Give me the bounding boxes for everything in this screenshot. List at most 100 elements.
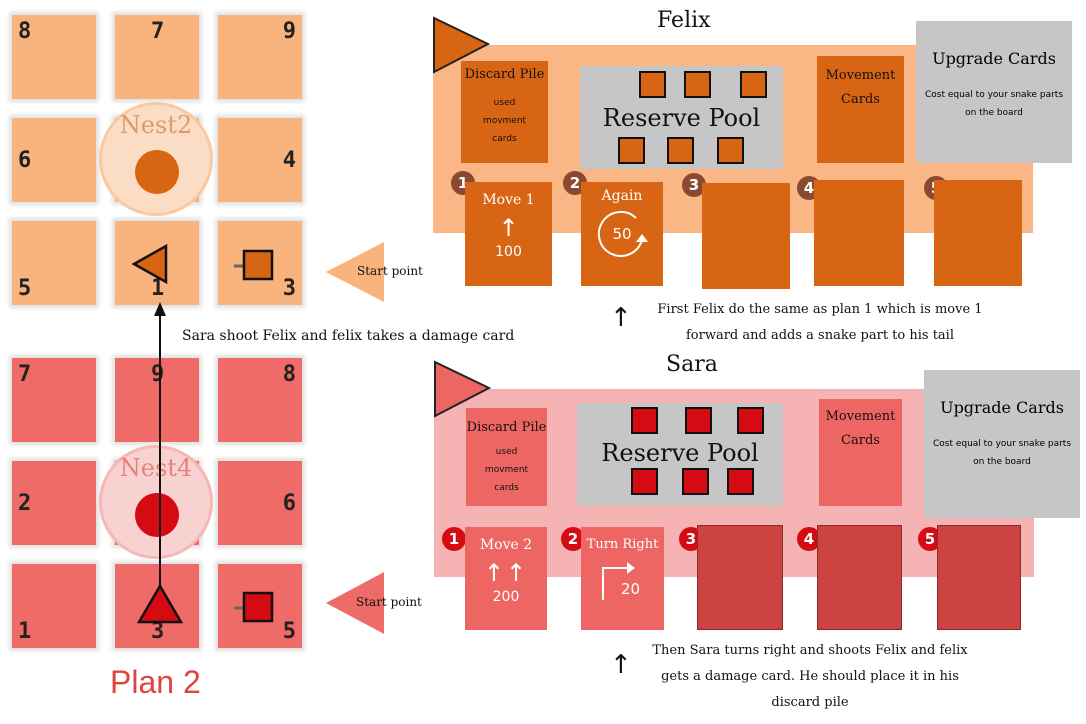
nest-label: Nest4 (119, 454, 193, 482)
tile-number: 8 (282, 362, 296, 387)
felix-reserve-chip (639, 71, 666, 98)
card-label: Move 1 (482, 192, 535, 208)
sara-discard-pile: Discard Pile used movment cards (466, 408, 547, 506)
sara-reserve-chip (682, 468, 709, 495)
sara-upgrade-cards: Upgrade Cards Cost equal to your snake p… (924, 370, 1080, 518)
upgrade-sub: Cost equal to your snake parts on the bo… (932, 439, 1072, 467)
felix-tile-9: 9 (218, 15, 302, 99)
sara-marker-icon (434, 360, 491, 418)
felix-snake-body-icon (234, 249, 274, 281)
tile-number: 1 (151, 276, 165, 301)
sara-note: Then Sara turns right and shoots Felix a… (652, 643, 968, 710)
up-arrow-icon: ↑ (498, 214, 519, 242)
felix-reserve-chip (618, 137, 645, 164)
sara-tile-7: 7 (12, 358, 96, 442)
card-label: Again (601, 188, 643, 204)
card-priority: 20 (621, 580, 641, 598)
sara-snake-head-icon (136, 583, 184, 624)
sara-tile-6: 6 (218, 461, 302, 545)
sara-card-slot-3[interactable] (697, 525, 783, 630)
sara-tile-1: 1 (12, 564, 96, 648)
felix-card-move-1[interactable]: Move 1 ↑ 100 (465, 182, 552, 286)
felix-note-arrow-icon: ↑ (610, 303, 632, 333)
felix-tile-8: 8 (12, 15, 96, 99)
sara-snake-body-icon (234, 591, 274, 623)
tile-number: 8 (18, 19, 32, 44)
pool-title: Reserve Pool (601, 439, 759, 467)
card-priority: 200 (492, 589, 520, 605)
sara-nest-dot (135, 493, 179, 537)
felix-reserve-chip (667, 137, 694, 164)
sara-reserve-pool: Reserve Pool (577, 403, 783, 506)
tile-number: 2 (18, 491, 32, 516)
movement-title: Movement Cards (825, 409, 896, 448)
tile-number: 3 (282, 276, 296, 301)
sara-start-label: Start point (356, 595, 422, 609)
felix-card-slot-4[interactable] (814, 180, 904, 286)
card-label: Turn Right (586, 537, 659, 552)
felix-movement-cards: Movement Cards (817, 56, 904, 163)
felix-start-arrow-icon (326, 242, 384, 302)
sara-reserve-chip (685, 407, 712, 434)
felix-card-slot-3[interactable] (702, 183, 790, 289)
felix-tile-4: 4 (218, 118, 302, 202)
felix-reserve-chip (684, 71, 711, 98)
turn-right-arrow-icon (602, 562, 635, 600)
sara-name: Sara (666, 352, 718, 377)
tile-number: 7 (18, 362, 32, 387)
sara-tile-8: 8 (218, 358, 302, 442)
pool-title: Reserve Pool (602, 104, 761, 132)
upgrade-title: Upgrade Cards (932, 49, 1056, 68)
sara-movement-cards: Movement Cards (819, 399, 902, 506)
tile-number: 5 (18, 276, 32, 301)
sara-card-slot-4[interactable] (817, 525, 902, 630)
sara-reserve-chip (727, 468, 754, 495)
double-up-arrow-icon: ↑↑ (483, 559, 529, 587)
sara-reserve-chip (737, 407, 764, 434)
discard-sub: used movment cards (484, 447, 529, 493)
tile-number: 3 (151, 619, 165, 644)
discard-title: Discard Pile (464, 67, 545, 82)
sara-tile-2: 2 (12, 461, 96, 545)
movement-title: Movement Cards (825, 68, 896, 107)
tile-number: 1 (18, 619, 32, 644)
felix-upgrade-cards: Upgrade Cards Cost equal to your snake p… (916, 21, 1072, 163)
felix-note: First Felix do the same as plan 1 which … (657, 302, 983, 343)
sara-nest: Nest4 (99, 445, 213, 559)
felix-card-slot-5[interactable] (934, 180, 1022, 286)
sara-slot-number: 1 (442, 527, 466, 551)
tile-number: 9 (282, 19, 296, 44)
shot-arrow-icon (154, 302, 166, 598)
felix-card-again[interactable]: Again 50 (581, 182, 663, 286)
discard-sub: used movment cards (482, 98, 527, 144)
felix-reserve-chip (740, 71, 767, 98)
sara-card-slot-5[interactable] (937, 525, 1021, 630)
felix-name: Felix (657, 8, 711, 33)
sara-reserve-chip (631, 468, 658, 495)
shoot-note: Sara shoot Felix and felix takes a damag… (182, 328, 515, 344)
tile-number: 6 (18, 148, 32, 173)
tile-number: 7 (151, 19, 165, 44)
felix-nest-dot (135, 150, 179, 194)
discard-title: Discard Pile (466, 420, 547, 435)
sara-card-move-2[interactable]: Move 2 ↑↑ 200 (465, 527, 547, 630)
felix-tile-6: 6 (12, 118, 96, 202)
card-priority: 50 (612, 225, 632, 243)
tile-number: 4 (282, 148, 296, 173)
tile-number: 5 (282, 619, 296, 644)
felix-reserve-chip (717, 137, 744, 164)
felix-snake-head-icon (131, 243, 168, 285)
card-priority: 100 (495, 244, 522, 260)
plan-label: Plan 2 (110, 664, 201, 700)
sara-reserve-chip (631, 407, 658, 434)
felix-tile-5: 5 (12, 221, 96, 305)
felix-reserve-pool: Reserve Pool (580, 66, 783, 169)
felix-tile-7: 7 (115, 15, 199, 99)
sara-start-arrow-icon (326, 572, 384, 634)
felix-discard-pile: Discard Pile used movment cards (461, 61, 548, 163)
upgrade-sub: Cost equal to your snake parts on the bo… (924, 90, 1064, 118)
tile-number: 6 (282, 491, 296, 516)
sara-card-turn-right[interactable]: Turn Right 20 (581, 527, 664, 630)
sara-note-arrow-icon: ↑ (610, 650, 632, 680)
nest-label: Nest2 (119, 111, 193, 139)
